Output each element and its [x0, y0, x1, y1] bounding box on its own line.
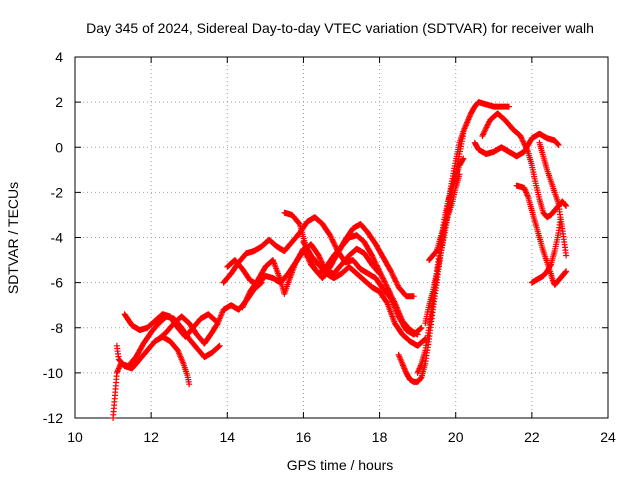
x-tick-label: 10 [67, 429, 83, 445]
y-tick-label: 4 [55, 49, 63, 65]
y-tick-label: -12 [43, 410, 63, 426]
y-axis-label: SDTVAR / TECUs [5, 182, 21, 294]
data-point-markers [426, 171, 463, 264]
y-tick-label: 2 [55, 94, 63, 110]
data-point-markers [479, 110, 570, 221]
x-tick-label: 24 [600, 429, 616, 445]
tick-layer: 10 12 14 16 18 20 22 24-12-10-8-6-4-2024 [43, 49, 616, 445]
x-tick-label: 22 [524, 429, 540, 445]
y-tick-label: -4 [51, 230, 64, 246]
x-tick-label: 14 [219, 429, 235, 445]
y-tick-label: -6 [51, 275, 64, 291]
data-layer [110, 99, 570, 421]
x-tick-label: 12 [143, 429, 159, 445]
y-tick-label: 0 [55, 139, 63, 155]
x-tick-label: 16 [296, 429, 312, 445]
series-trace-14 [471, 130, 562, 160]
data-point-markers [300, 239, 429, 349]
series-trace-9 [300, 239, 429, 349]
x-axis-label: GPS time / hours [287, 457, 394, 473]
x-tick-label: 20 [448, 429, 464, 445]
data-point-markers [528, 216, 564, 286]
chart-title: Day 345 of 2024, Sidereal Day-to-day VTE… [86, 20, 594, 36]
y-tick-label: -8 [51, 320, 64, 336]
grid-layer [75, 57, 608, 418]
series-trace-15 [479, 110, 570, 221]
series-trace-13 [426, 171, 463, 264]
series-trace-16 [536, 139, 570, 259]
data-point-markers [536, 139, 570, 259]
x-tick-label: 18 [372, 429, 388, 445]
data-point-markers [471, 130, 562, 160]
y-tick-label: -2 [51, 184, 64, 200]
series-trace-18 [528, 216, 564, 286]
y-tick-label: -10 [43, 365, 63, 381]
